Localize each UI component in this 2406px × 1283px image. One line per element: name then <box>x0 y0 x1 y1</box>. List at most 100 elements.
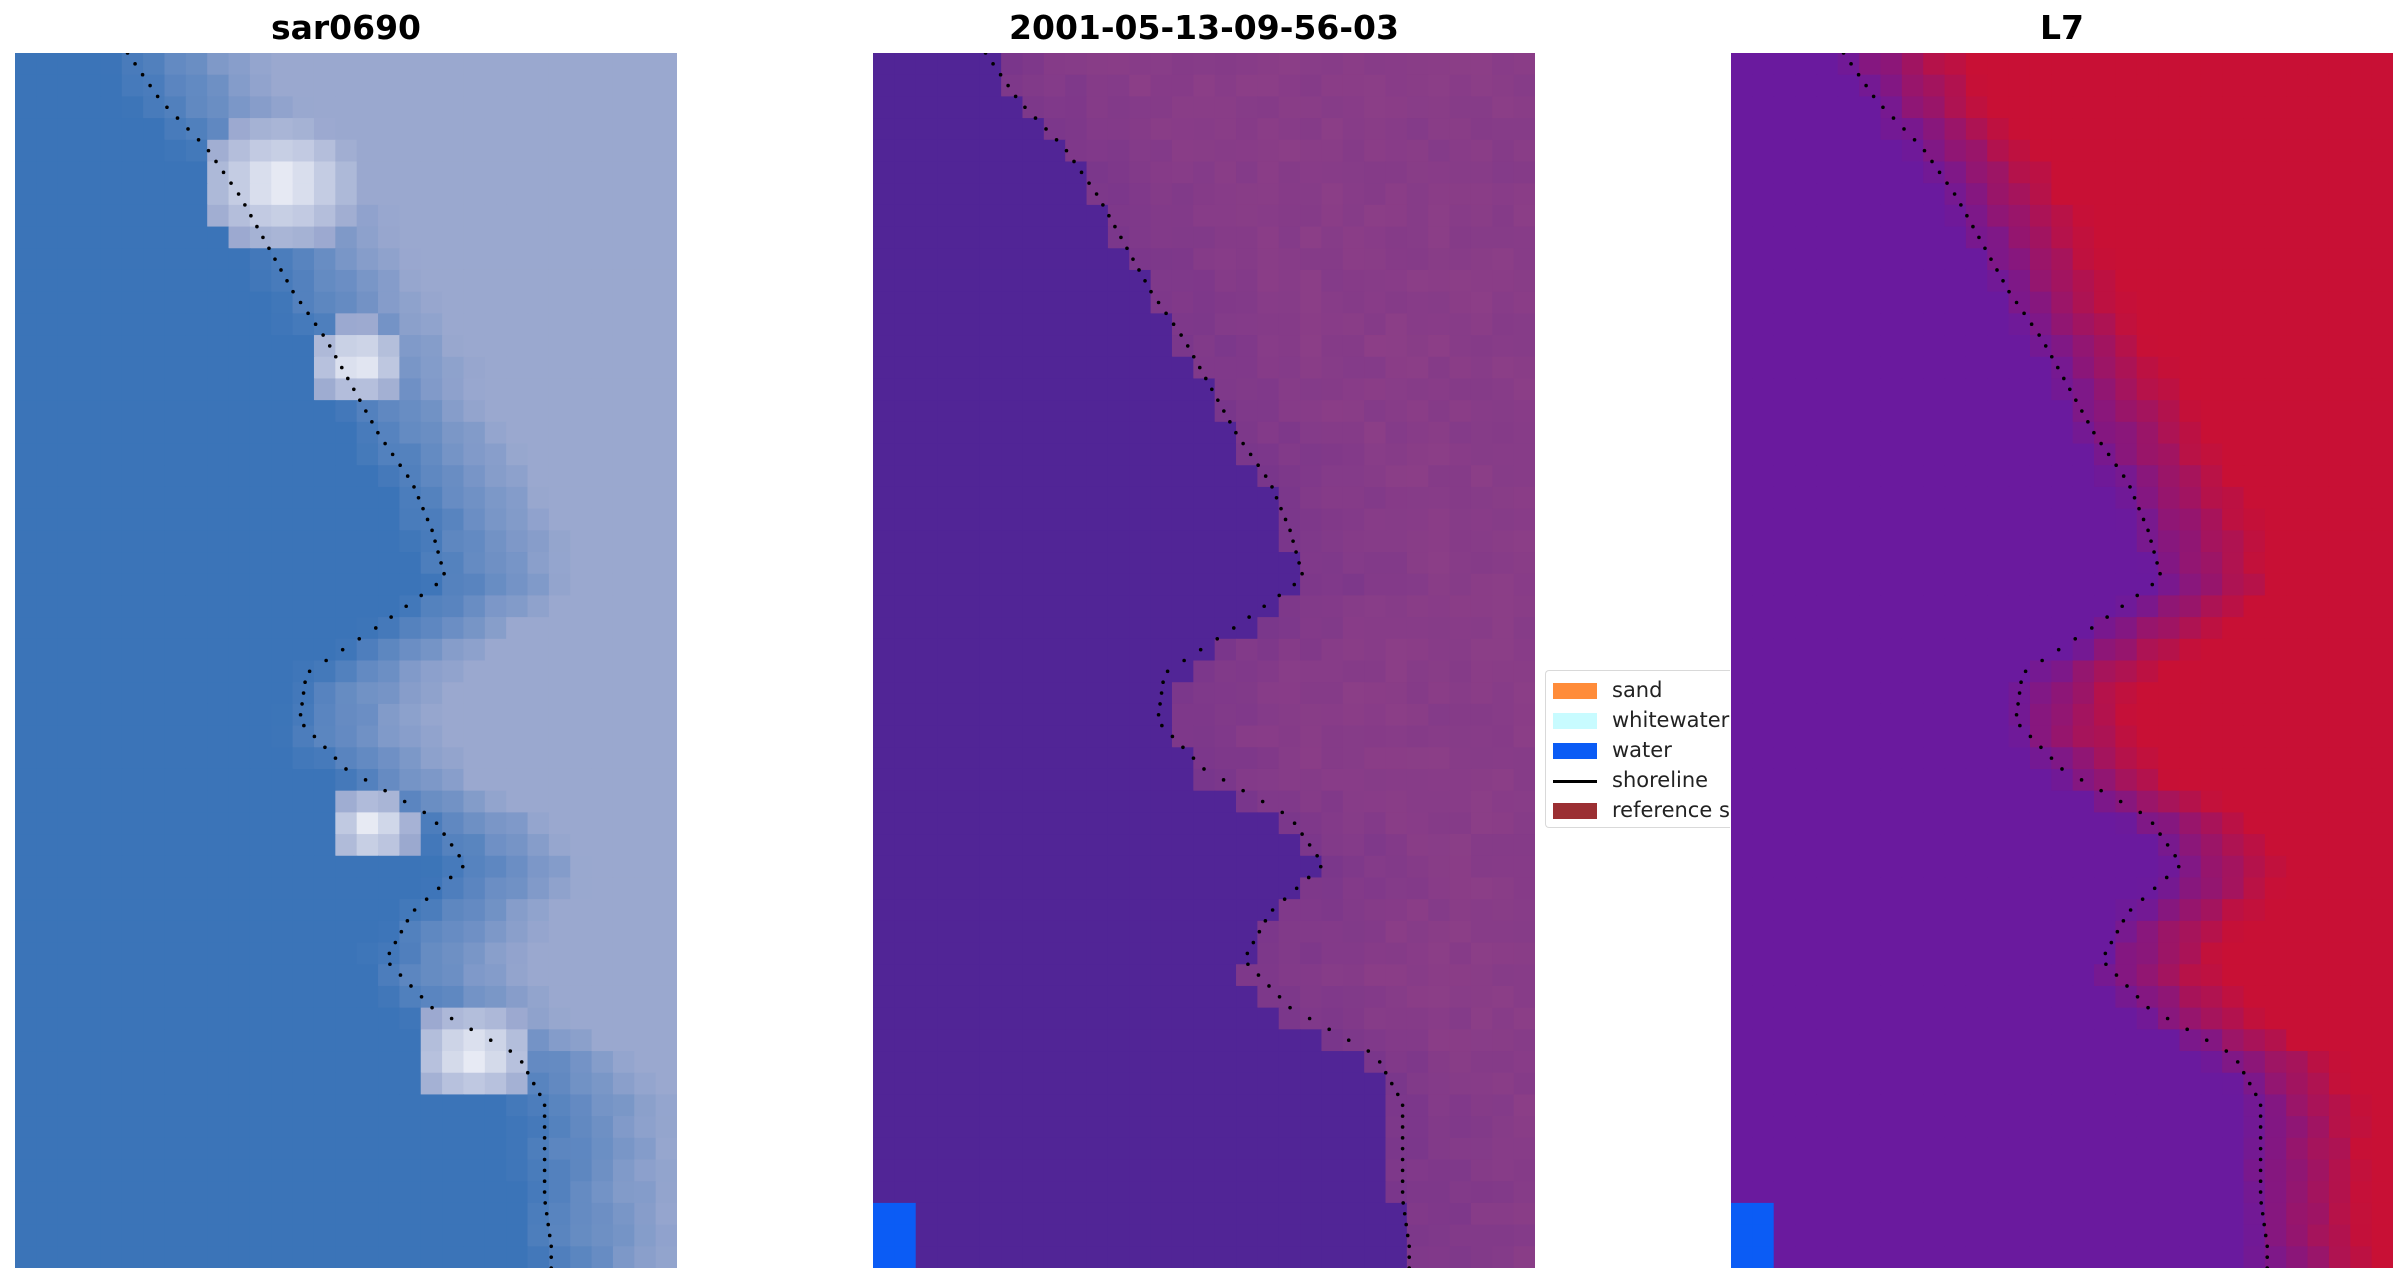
image-pixel <box>1816 291 1839 314</box>
image-pixel <box>57 1051 80 1074</box>
image-pixel <box>1150 248 1173 271</box>
image-pixel <box>2136 139 2159 163</box>
image-pixel <box>2115 877 2138 900</box>
image-pixel <box>1816 790 1839 813</box>
image-pixel <box>958 269 981 293</box>
image-pixel <box>1492 920 1515 944</box>
image-pixel <box>484 96 507 119</box>
shoreline-dot <box>1377 1060 1382 1064</box>
image-pixel <box>1107 443 1130 466</box>
image-pixel <box>249 790 272 813</box>
image-pixel <box>655 248 677 271</box>
image-pixel <box>655 682 677 705</box>
image-pixel <box>1364 443 1387 466</box>
image-pixel <box>2094 595 2116 618</box>
image-pixel <box>442 161 465 184</box>
image-pixel <box>1880 139 1903 163</box>
image-pixel <box>979 660 1002 683</box>
image-pixel <box>1944 747 1967 770</box>
image-pixel <box>249 118 272 141</box>
image-pixel <box>2307 356 2330 380</box>
image-pixel <box>2307 617 2330 640</box>
image-pixel <box>2094 486 2116 510</box>
image-pixel <box>143 790 166 813</box>
image-pixel <box>1492 573 1515 597</box>
image-pixel <box>1171 1051 1194 1074</box>
image-pixel <box>1795 183 1818 206</box>
image-pixel <box>207 1159 230 1182</box>
image-pixel <box>506 790 529 813</box>
image-pixel <box>1513 747 1535 770</box>
image-pixel <box>915 443 938 466</box>
image-pixel <box>1944 356 1967 380</box>
image-pixel <box>57 877 80 900</box>
image-pixel <box>570 248 593 271</box>
image-pixel <box>1859 942 1882 965</box>
image-pixel <box>249 660 272 683</box>
image-pixel <box>228 1051 251 1074</box>
image-pixel <box>1428 356 1451 380</box>
image-pixel <box>356 1094 379 1117</box>
image-pixel <box>1065 964 1088 987</box>
shoreline-dot <box>409 984 413 988</box>
image-pixel <box>313 899 336 922</box>
image-pixel <box>1022 595 1045 618</box>
image-pixel <box>894 53 917 76</box>
image-pixel <box>2094 269 2116 293</box>
image-pixel <box>271 161 294 184</box>
image-pixel <box>1236 291 1258 314</box>
image-pixel <box>1470 1116 1493 1139</box>
image-pixel <box>2328 530 2351 553</box>
shoreline-dot <box>436 886 441 891</box>
image-pixel <box>612 660 635 683</box>
image-pixel <box>57 1094 80 1117</box>
image-pixel <box>591 1202 614 1226</box>
image-pixel <box>2243 204 2266 228</box>
image-pixel <box>292 768 315 792</box>
image-pixel <box>143 942 166 965</box>
image-pixel <box>1492 660 1515 683</box>
image-pixel <box>506 1224 529 1247</box>
image-pixel <box>894 1202 917 1226</box>
image-pixel <box>1129 1137 1152 1161</box>
image-pixel <box>1129 465 1152 488</box>
image-pixel <box>207 291 230 314</box>
image-pixel <box>271 1029 294 1052</box>
image-pixel <box>1816 96 1839 119</box>
image-pixel <box>399 53 422 76</box>
image-pixel <box>1987 465 2010 488</box>
image-pixel <box>1880 660 1903 683</box>
image-pixel <box>2158 530 2181 553</box>
image-pixel <box>2136 53 2159 76</box>
image-pixel <box>2243 920 2266 944</box>
image-pixel <box>356 486 379 510</box>
image-pixel <box>1107 834 1130 857</box>
image-pixel <box>442 617 465 640</box>
image-pixel <box>570 443 593 466</box>
image-pixel <box>442 877 465 900</box>
shoreline-dot <box>1270 485 1274 489</box>
image-pixel <box>356 725 379 748</box>
image-pixel <box>1965 269 1988 293</box>
image-pixel <box>2136 855 2159 879</box>
image-pixel <box>164 942 187 965</box>
image-pixel <box>612 335 635 358</box>
image-pixel <box>2328 552 2351 575</box>
image-pixel <box>894 617 917 640</box>
image-pixel <box>2008 942 2031 965</box>
image-pixel <box>420 573 443 597</box>
image-pixel <box>228 291 251 314</box>
image-pixel <box>1022 530 1045 553</box>
image-pixel <box>937 530 960 553</box>
image-pixel <box>1731 313 1753 336</box>
image-pixel <box>57 139 80 163</box>
image-pixel <box>356 465 379 488</box>
image-pixel <box>356 530 379 553</box>
image-pixel <box>1129 204 1152 228</box>
image-pixel <box>1816 530 1839 553</box>
image-pixel <box>1065 118 1088 141</box>
image-pixel <box>1321 269 1344 293</box>
image-pixel <box>1428 96 1451 119</box>
image-pixel <box>873 1029 895 1052</box>
image-pixel <box>1880 161 1903 184</box>
